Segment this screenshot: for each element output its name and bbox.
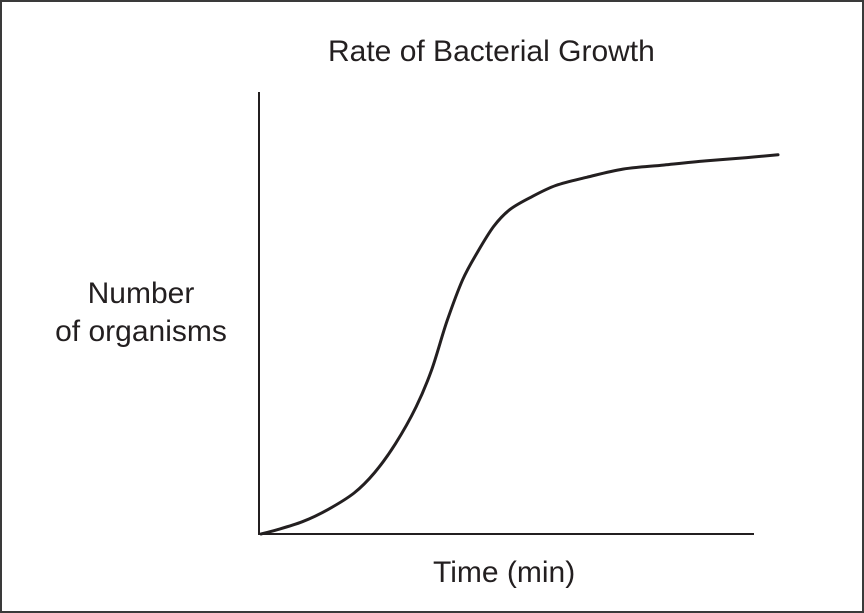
x-axis-label: Time (min): [433, 556, 576, 589]
growth-curve: [259, 153, 780, 536]
y-axis-label: Number of organisms: [46, 275, 236, 351]
chart-title: Rate of Bacterial Growth: [328, 35, 655, 68]
y-axis-label-line-1: Number: [87, 277, 195, 310]
y-axis-label-line-2: of organisms: [55, 315, 227, 348]
